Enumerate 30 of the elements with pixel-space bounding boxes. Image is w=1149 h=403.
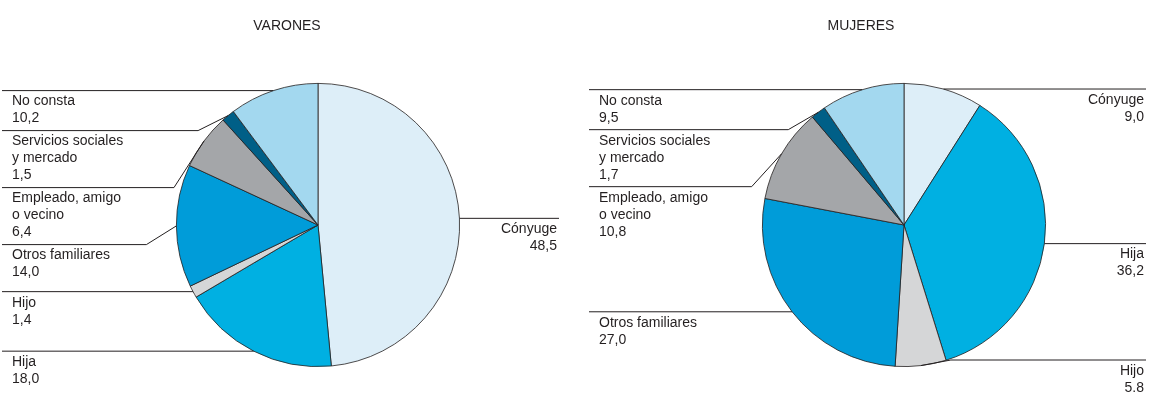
data-label: 1,5 <box>12 166 32 183</box>
data-label: 9,5 <box>599 108 619 125</box>
slice-label: Empleado, amigo o vecino <box>599 188 709 222</box>
slice-label: Otros familiares <box>599 313 698 330</box>
data-label: 27,0 <box>599 330 627 347</box>
slice-label: No consta <box>12 92 76 109</box>
slice-label: No consta <box>599 91 663 108</box>
chart-title: MUJERES <box>827 17 895 33</box>
data-label: 10,8 <box>599 222 627 239</box>
data-label: 1,7 <box>599 165 619 182</box>
data-label: 10,2 <box>12 109 40 126</box>
slice-label: Empleado, amigo o vecino <box>12 189 122 223</box>
slice-label: Cónyuge <box>500 220 558 237</box>
slice-label: Servicios sociales y mercado <box>599 131 711 165</box>
slice-label: Cónyuge <box>1087 90 1145 107</box>
chart-title: VARONES <box>253 17 321 33</box>
slice-label: Servicios sociales y mercado <box>12 132 124 166</box>
slice-label: Otros familiares <box>12 246 111 263</box>
data-label: 5.8 <box>1124 378 1145 395</box>
slice-label: Hija <box>1119 245 1145 262</box>
data-label: 14,0 <box>12 263 40 280</box>
slice-label: Hijo <box>1119 361 1145 378</box>
data-label: 6,4 <box>12 223 32 240</box>
data-label: 18,0 <box>12 370 40 387</box>
data-label: 9,0 <box>1124 107 1145 124</box>
data-label: 1,4 <box>12 310 32 327</box>
slice-label: Hijo <box>12 293 37 310</box>
slice-label: Hija <box>12 353 37 370</box>
data-label: 36,2 <box>1116 262 1145 279</box>
data-label: 48,5 <box>529 237 558 254</box>
